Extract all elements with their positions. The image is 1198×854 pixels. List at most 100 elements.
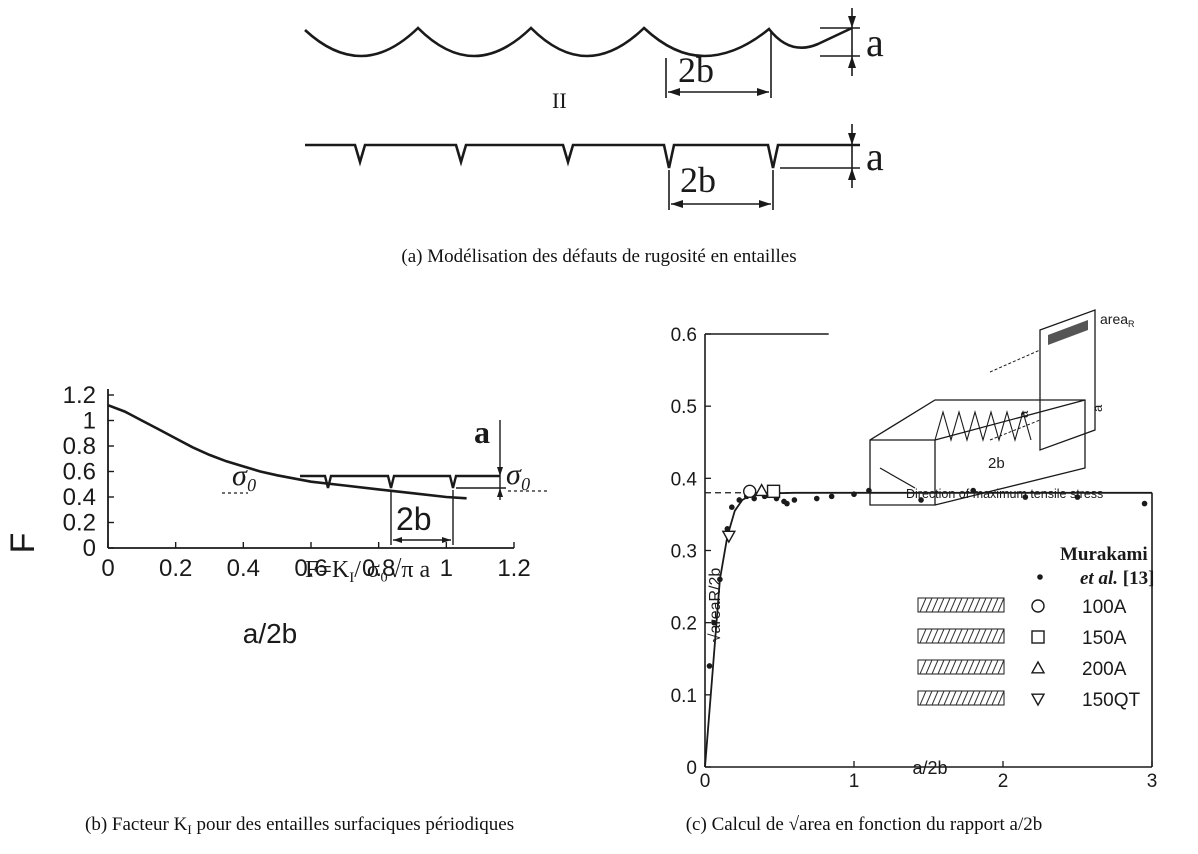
legend-hatch-line — [949, 628, 957, 644]
b-notch-profile — [300, 474, 500, 489]
inset-label-2b: 2b — [988, 455, 1005, 472]
c-fit-curve — [704, 491, 1152, 768]
legend-hatch-line — [919, 659, 927, 675]
c-point-triangle-up — [1030, 660, 1046, 674]
c-point-dot — [1022, 494, 1029, 500]
b-x-axis-label: a/2b — [243, 618, 298, 649]
b-y-tick-label: 1.2 — [63, 382, 96, 409]
b-x-tick-label: 1.2 — [497, 555, 530, 582]
legend-hatch-line — [925, 659, 933, 675]
c-x-tick-label: 3 — [1147, 771, 1158, 792]
c-point-triangle-down — [721, 530, 737, 544]
b-y-tick-label: 0.2 — [63, 510, 96, 537]
c-point-dot — [784, 500, 790, 507]
c-point-circle — [1031, 599, 1045, 613]
sigma-left: σ₀ — [232, 459, 257, 492]
legend-hatch-line — [949, 659, 957, 675]
b-y-tick-label: 1 — [83, 408, 96, 435]
inset-label-a1: a — [1016, 410, 1031, 418]
arrowheads-2b-bottom — [671, 200, 771, 208]
c-x-tick-label: 1 — [849, 771, 860, 792]
c-point-square — [1031, 630, 1045, 644]
b-formula: F=KI/ σ₀√π a — [305, 557, 430, 586]
b-label-a: a — [474, 414, 490, 450]
c-x-tick-label: 0 — [700, 771, 711, 792]
legend-rows: 100A 150A 200A 150QT — [917, 574, 1140, 711]
c-point-square — [766, 484, 781, 499]
roughness-diagram: 2b a II 2b a — [304, 8, 884, 210]
c-point-dot — [866, 487, 872, 494]
c-ticks: 0 1 2 3 0 0.1 0.2 0.3 0.4 0.5 0.6 — [671, 325, 1158, 792]
c-point-dot — [918, 497, 924, 503]
b-x-tick-label: 1 — [440, 555, 453, 582]
c-inset: areaR a a 2b Direction of maximum tensil… — [869, 309, 1135, 506]
legend-hatch-line — [925, 690, 933, 706]
legend-hatch-line — [961, 690, 969, 706]
legend-hatch-line — [997, 597, 1005, 613]
legend-hatch-line — [943, 659, 951, 675]
legend-hatch-line — [973, 597, 981, 613]
c-y-tick-label: 0.6 — [671, 325, 697, 346]
c-point-dot — [791, 497, 798, 503]
legend-hatch-line — [961, 659, 969, 675]
legend-hatch-line — [955, 628, 963, 644]
legend-title-2: et al. [13] — [1080, 568, 1154, 589]
c-point-dot — [1037, 574, 1043, 580]
legend-hatch-line — [937, 628, 945, 644]
legend-hatch-line — [991, 597, 999, 613]
c-x-axis-label: a/2b — [912, 758, 947, 778]
b-label-2b: 2b — [396, 501, 432, 537]
legend-hatch-line — [937, 690, 945, 706]
label-a-bottom: a — [866, 134, 884, 179]
label-a-top: a — [866, 20, 884, 65]
legend-hatch-line — [979, 628, 987, 644]
legend-hatch-line — [997, 659, 1005, 675]
c-y-tick-label: 0.1 — [671, 686, 697, 707]
c-y-tick-label: 0 — [686, 758, 697, 779]
c-point-dot — [828, 493, 835, 500]
inset-notches — [934, 409, 1032, 443]
sigma-right: σ₀ — [506, 458, 531, 491]
b-x-tick-label: 0.6 — [294, 555, 327, 582]
legend-hatch-line — [955, 597, 963, 613]
legend-hatch-line — [985, 659, 993, 675]
legend-hatch-line — [961, 628, 969, 644]
legend-hatch-line — [973, 628, 981, 644]
legend-hatch-line — [949, 690, 957, 706]
c-point-triangle-up — [754, 483, 769, 497]
legend-hatch-line — [967, 597, 975, 613]
legend-row: 150A — [917, 628, 1127, 649]
inset-direction-text: Direction of maximum tensile stress — [906, 487, 1103, 501]
legend-hatch-line — [991, 690, 999, 706]
legend-row: 200A — [917, 659, 1127, 680]
chart-b: 0 0.2 0.4 0.6 0.8 1 1.200.20.40.60.811.2 F a/2… — [4, 382, 548, 649]
b-y-tick-label: 0.4 — [63, 484, 96, 511]
legend-hatch-line — [937, 597, 945, 613]
b-y-tick-label: 0.8 — [63, 433, 96, 460]
caption-c: (c) Calcul de √area en fonction du rappo… — [686, 814, 1043, 835]
c-point-dot — [1141, 500, 1148, 507]
c-point-circle — [743, 484, 757, 499]
c-point-dot — [724, 526, 731, 532]
b-x-tick-label: 0 — [101, 555, 114, 582]
legend-hatch-line — [967, 659, 975, 675]
legend-hatch-line — [919, 628, 927, 644]
b-y-tick-label: 0.6 — [63, 459, 96, 486]
legend-hatch-line — [961, 597, 969, 613]
c-point-dot — [711, 619, 717, 626]
label-2b-top: 2b — [678, 50, 714, 90]
legend-hatch-line — [997, 690, 1005, 706]
b-a-arrowheads — [497, 467, 503, 497]
b-y-axis-label: F — [4, 533, 42, 554]
b-x-tick-label: 0.8 — [362, 555, 395, 582]
legend-hatch-line — [943, 597, 951, 613]
c-point-dot — [851, 491, 857, 498]
c-points — [706, 483, 1148, 669]
legend-hatch-line — [931, 628, 939, 644]
legend-hatch-line — [985, 628, 993, 644]
c-point-dot — [736, 497, 743, 503]
inset-direction-leader — [879, 467, 916, 489]
legend-hatch-line — [985, 690, 993, 706]
legend-hatch-line — [973, 659, 981, 675]
inset-dash-1 — [989, 349, 1041, 373]
